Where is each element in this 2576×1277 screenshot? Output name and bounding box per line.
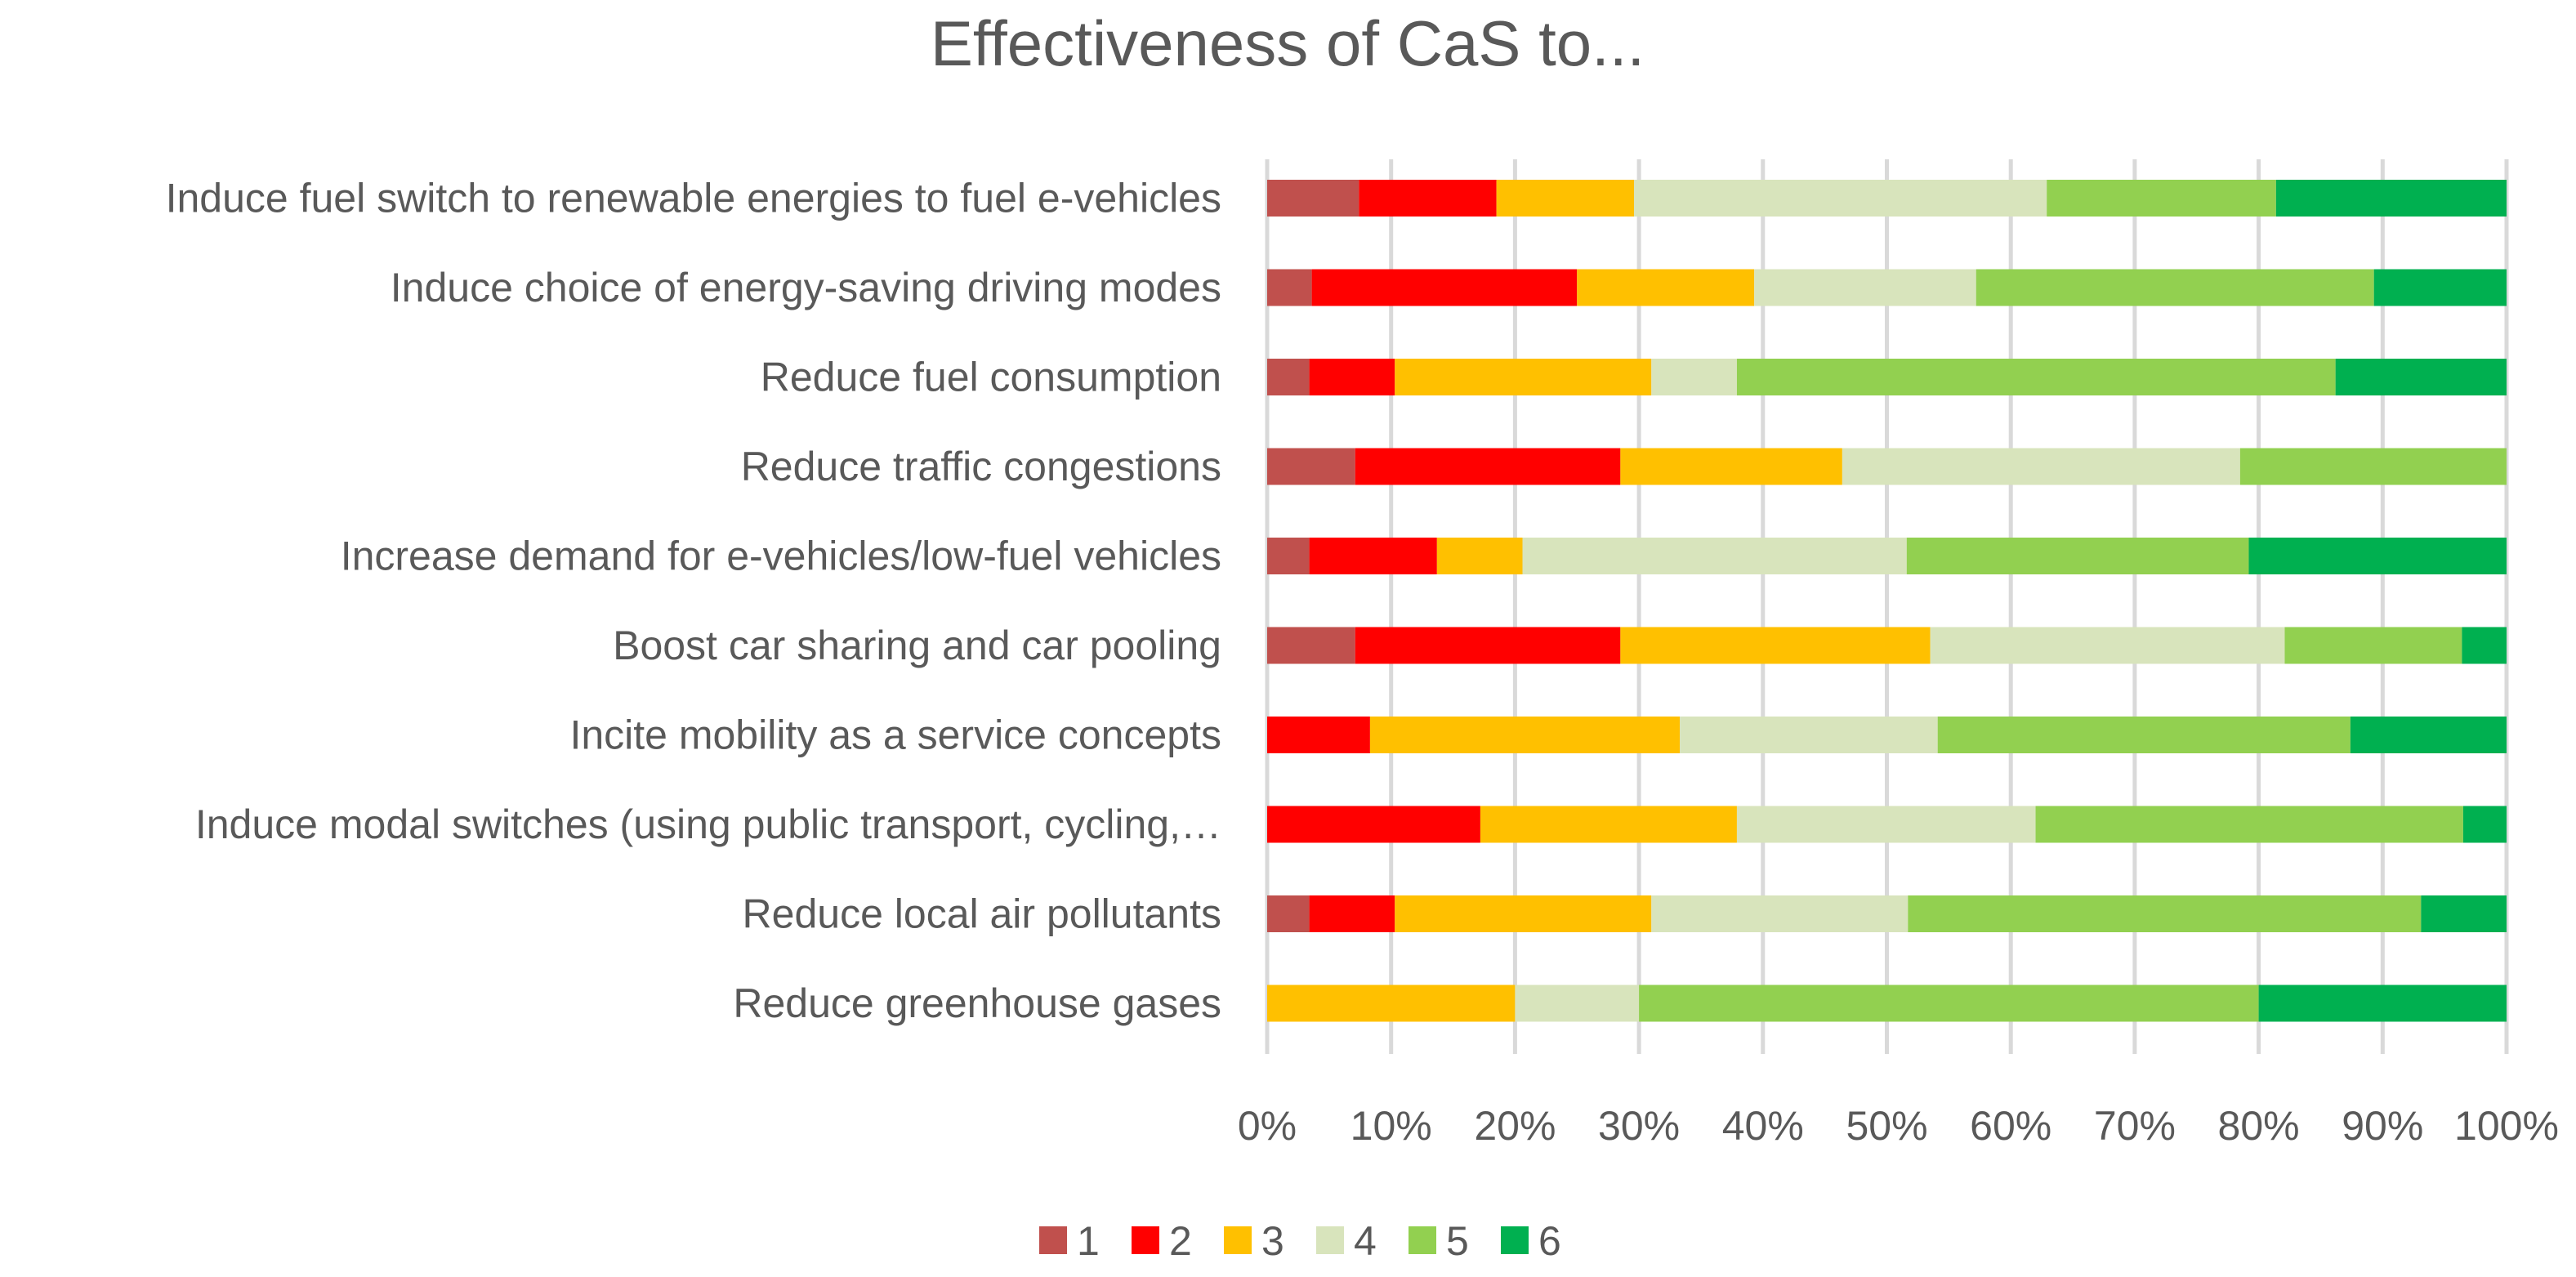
bar-segment-6 [2335,359,2507,395]
bar-segment-6 [2373,269,2507,306]
bar-segment-2 [1267,806,1480,843]
bar-segment-5 [1908,895,2422,932]
bar-segment-3 [1395,359,1652,395]
x-tick-label: 30% [1598,1103,1680,1149]
bar-segment-1 [1267,180,1359,217]
legend-swatch-2 [1132,1226,1159,1254]
category-label: Boost car sharing and car pooling [613,623,1221,668]
bar-segment-5 [1736,359,2336,395]
bar-segment-1 [1267,359,1310,395]
bar-segment-5 [1937,717,2351,753]
bars [1267,180,2507,1022]
category-label: Increase demand for e-vehicles/low-fuel … [341,534,1221,579]
bar-segment-6 [2275,180,2507,217]
legend-swatch-6 [1501,1226,1529,1254]
x-tick-label: 40% [1722,1103,1804,1149]
bar-segment-3 [1369,717,1681,753]
category-label: Reduce traffic congestions [741,444,1221,489]
category-label: Incite mobility as a service concepts [569,712,1221,758]
legend-label-3: 3 [1261,1218,1284,1264]
legend-swatch-3 [1224,1226,1252,1254]
x-tick-label: 90% [2342,1103,2423,1149]
legend-label-1: 1 [1077,1218,1100,1264]
bar-segment-1 [1267,448,1355,485]
category-label: Induce modal switches (using public tran… [195,801,1221,847]
bar-segment-3 [1496,180,1635,217]
chart-title: Effectiveness of CaS to... [931,7,1645,79]
bar-segment-5 [1906,538,2249,574]
bar-segment-1 [1267,895,1310,932]
bar-segment-2 [1355,448,1621,485]
bar-segment-3 [1267,985,1516,1022]
bar-segment-3 [1436,538,1523,574]
bar-segment-3 [1480,806,1737,843]
bar-segment-2 [1311,269,1578,306]
x-tick-label: 50% [1846,1103,1927,1149]
bar-segment-2 [1309,538,1437,574]
bar-segment-5 [1639,985,2259,1022]
bar-segment-3 [1577,269,1755,306]
bar-segment-5 [2035,806,2463,843]
bar-segment-6 [2258,985,2507,1022]
bar-segment-4 [1680,717,1938,753]
x-tick-label: 80% [2218,1103,2300,1149]
bar-segment-1 [1267,627,1355,664]
x-tick-label: 60% [1970,1103,2051,1149]
bar-segment-6 [2248,538,2507,574]
bar-segment-2 [1359,180,1497,217]
bar-segment-5 [2284,627,2462,664]
bar-segment-4 [1930,627,2285,664]
category-label: Induce choice of energy-saving driving m… [391,265,1221,310]
x-tick-label: 0% [1238,1103,1297,1149]
category-label: Reduce local air pollutants [743,891,1221,937]
x-tick-label: 10% [1351,1103,1432,1149]
bar-segment-4 [1736,806,2036,843]
legend-swatch-5 [1409,1226,1436,1254]
legend-label-5: 5 [1446,1218,1469,1264]
bar-segment-2 [1309,895,1395,932]
bar-segment-4 [1842,448,2240,485]
legend-label-2: 2 [1169,1218,1192,1264]
bar-segment-6 [2462,806,2507,843]
bar-segment-3 [1395,895,1652,932]
bar-segment-5 [2239,448,2507,485]
bar-segment-4 [1522,538,1907,574]
bar-segment-2 [1355,627,1621,664]
bar-segment-4 [1634,180,2047,217]
bar-segment-5 [2047,180,2276,217]
bar-segment-2 [1267,717,1370,753]
legend-label-6: 6 [1538,1218,1561,1264]
bar-segment-4 [1515,985,1640,1022]
legend-swatch-1 [1039,1226,1067,1254]
x-tick-label: 100% [2454,1103,2559,1149]
legend: 1 2 3 4 5 6 [1039,1218,1561,1264]
bar-segment-2 [1309,359,1395,395]
bar-segment-5 [1976,269,2374,306]
x-tick-label: 20% [1474,1103,1556,1149]
bar-segment-1 [1267,269,1312,306]
legend-swatch-4 [1316,1226,1344,1254]
bar-segment-6 [2421,895,2507,932]
x-axis-tick-labels: 0% 10% 20% 30% 40% 50% 60% 70% 80% 90% 100% [1238,1103,2559,1149]
bar-segment-4 [1651,359,1737,395]
category-label: Induce fuel switch to renewable energies… [166,176,1221,221]
bar-segment-1 [1267,538,1310,574]
category-labels: Induce fuel switch to renewable energies… [166,176,1221,1027]
bar-segment-3 [1620,448,1842,485]
bar-segment-4 [1651,895,1909,932]
category-label: Reduce fuel consumption [761,355,1221,400]
bar-segment-6 [2462,627,2507,664]
category-label: Reduce greenhouse gases [733,980,1221,1026]
legend-label-4: 4 [1354,1218,1377,1264]
bar-segment-3 [1620,627,1931,664]
x-tick-label: 70% [2094,1103,2176,1149]
bar-segment-4 [1754,269,1976,306]
bar-segment-6 [2350,717,2507,753]
